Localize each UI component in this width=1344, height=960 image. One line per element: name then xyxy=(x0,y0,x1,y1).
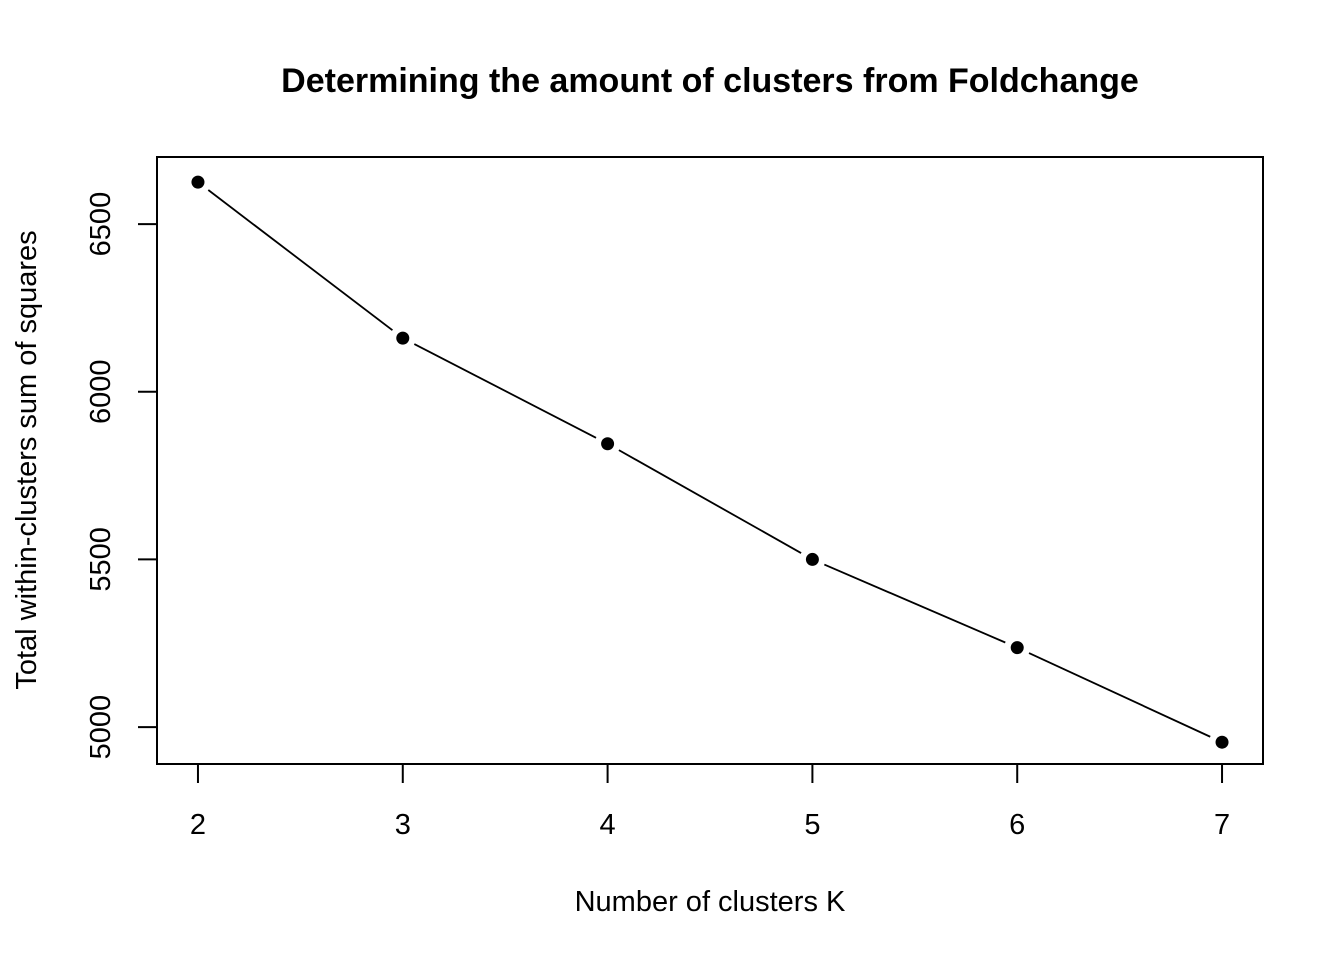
y-axis: 5000 5500 6000 6500 xyxy=(85,192,158,760)
data-points xyxy=(191,175,1229,749)
series-line-segment xyxy=(823,563,1006,644)
x-axis-label: Number of clusters K xyxy=(575,886,846,918)
series-line-segment xyxy=(618,449,802,554)
data-point xyxy=(601,437,615,451)
y-tick-label: 5500 xyxy=(85,527,117,592)
data-point xyxy=(1215,735,1229,749)
y-tick-label: 5000 xyxy=(85,695,117,760)
data-point xyxy=(396,331,410,345)
y-axis-label: Total within-clusters sum of squares xyxy=(11,230,43,689)
series-line-segment xyxy=(1028,652,1211,738)
series-line-group xyxy=(207,189,1211,738)
data-point xyxy=(1010,641,1024,655)
data-point xyxy=(805,552,819,566)
x-tick-label: 5 xyxy=(804,809,820,841)
series-line-segment xyxy=(413,343,597,439)
x-tick-label: 3 xyxy=(395,809,411,841)
x-axis: 2 3 4 5 6 7 xyxy=(190,763,1230,841)
x-tick-label: 7 xyxy=(1214,809,1230,841)
x-tick-label: 6 xyxy=(1009,809,1025,841)
y-tick-label: 6500 xyxy=(85,192,117,257)
series-line-segment xyxy=(207,189,393,331)
y-tick-label: 6000 xyxy=(85,359,117,424)
x-tick-label: 2 xyxy=(190,809,206,841)
plot-frame xyxy=(156,156,1264,765)
chart-title: Determining the amount of clusters from … xyxy=(281,62,1139,100)
data-point xyxy=(191,175,205,189)
x-tick-label: 4 xyxy=(600,809,616,841)
